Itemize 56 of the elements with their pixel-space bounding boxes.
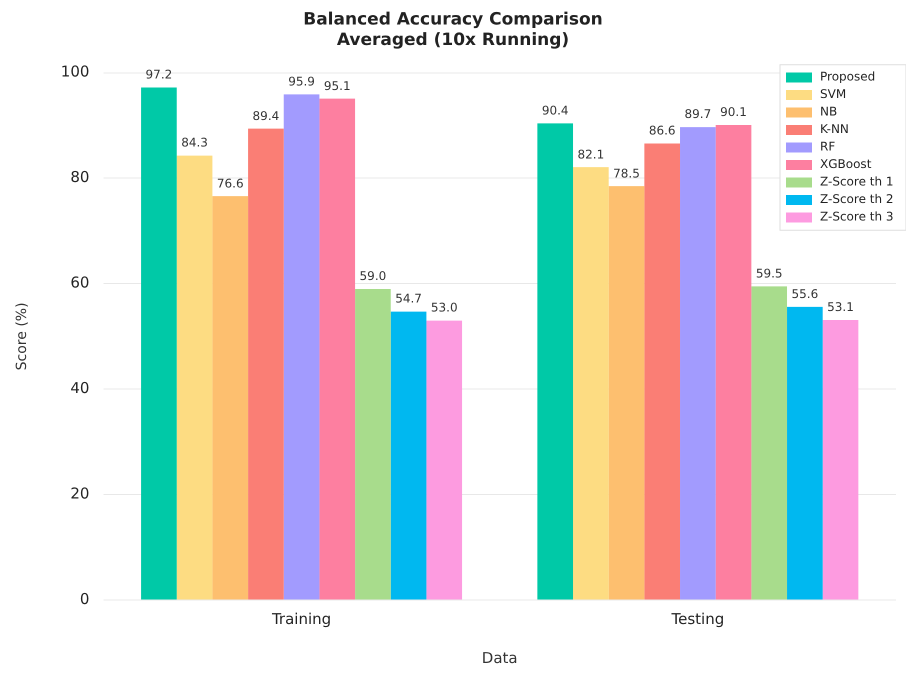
data-label: 59.0	[360, 269, 386, 284]
bar	[176, 156, 212, 600]
bar	[426, 320, 462, 600]
legend-label: RF	[820, 140, 836, 154]
bar	[644, 143, 680, 600]
data-label: 89.7	[684, 107, 712, 122]
bar	[355, 288, 391, 600]
bar	[680, 127, 716, 600]
data-label: 82.1	[578, 147, 604, 162]
legend-label: Z-Score th 2	[820, 192, 894, 206]
data-label: 97.2	[146, 68, 172, 82]
x-tick-label: Testing	[670, 610, 724, 628]
data-label: 84.3	[181, 136, 208, 150]
bar	[822, 320, 858, 600]
data-label: 95.9	[288, 74, 315, 89]
data-label: 78.5	[613, 166, 640, 180]
bar	[537, 123, 574, 600]
bar	[390, 312, 426, 600]
y-tick-label: 40	[70, 379, 90, 398]
y-tick-label: 0	[80, 590, 90, 608]
bar	[284, 94, 320, 600]
bar	[212, 196, 248, 600]
bar	[751, 286, 788, 600]
legend-label: Z-Score th 1	[820, 174, 894, 189]
bar	[787, 306, 823, 600]
data-label: 95.1	[324, 78, 351, 93]
legend-label: SVM	[820, 87, 846, 102]
bar	[573, 167, 609, 600]
data-label: 86.6	[648, 124, 676, 138]
data-label: 54.7	[395, 292, 422, 306]
data-label: 59.5	[756, 266, 783, 280]
x-axis-title: Data	[482, 648, 518, 667]
bar	[248, 128, 284, 600]
y-tick-label: 20	[70, 484, 90, 502]
legend-label: XGBoost	[820, 157, 872, 172]
bar	[319, 98, 356, 600]
legend-label: K-NN	[820, 122, 849, 136]
data-label: 55.6	[791, 287, 818, 301]
legend-label: Z-Score th 3	[820, 210, 894, 224]
data-label: 90.4	[542, 104, 569, 118]
data-label: 89.4	[252, 108, 280, 123]
bar	[141, 88, 177, 600]
bar	[608, 186, 644, 600]
y-tick-label: 100	[60, 62, 90, 81]
bar	[716, 124, 752, 600]
data-label: 90.1	[720, 105, 747, 120]
data-label: 76.6	[216, 176, 244, 190]
y-tick-label: 80	[70, 168, 90, 186]
x-tick-label: Training	[270, 610, 332, 628]
chart-title: Balanced Accuracy Comparison Averaged (10x Running)	[303, 10, 603, 50]
data-label: 53.0	[430, 300, 458, 315]
data-label: 53.1	[827, 300, 854, 314]
y-axis-title: Score (%)	[14, 302, 30, 370]
legend-label: Proposed	[820, 70, 876, 84]
y-tick-label: 60	[70, 274, 90, 292]
legend-label: NB	[820, 104, 838, 119]
